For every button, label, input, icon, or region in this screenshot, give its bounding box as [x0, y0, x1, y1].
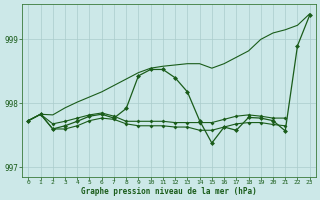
X-axis label: Graphe pression niveau de la mer (hPa): Graphe pression niveau de la mer (hPa)	[81, 187, 257, 196]
